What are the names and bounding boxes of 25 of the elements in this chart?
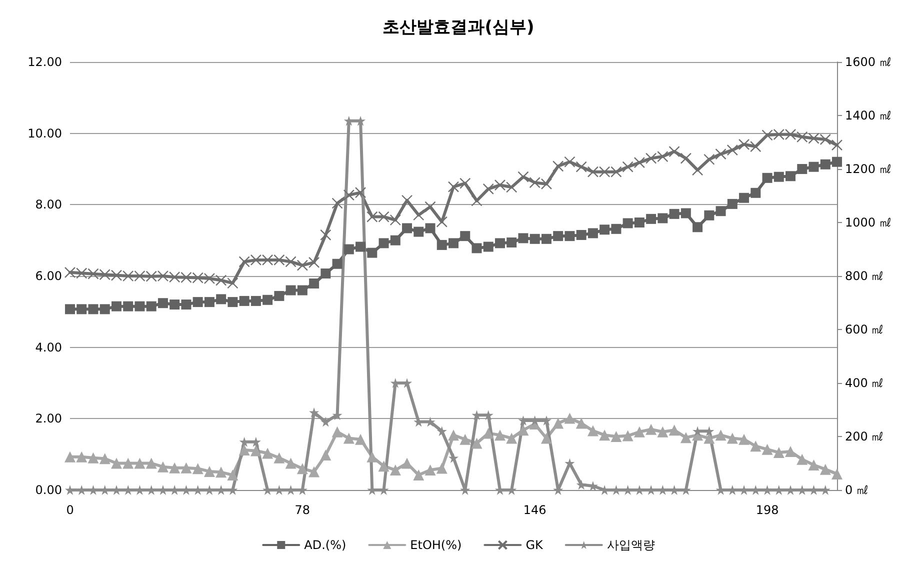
- y2-tick-label: 1200 ㎖: [845, 162, 892, 176]
- x-tick-label: 146: [523, 503, 546, 517]
- legend-label: AD.(%): [304, 538, 346, 552]
- legend-label: GK: [526, 538, 544, 552]
- y2-tick-label: 0 ㎖: [845, 483, 868, 497]
- y2-tick-label: 1600 ㎖: [845, 55, 892, 69]
- y2-tick-label: 400 ㎖: [845, 376, 884, 390]
- legend-label: EtOH(%): [410, 538, 462, 552]
- x-tick-label: 198: [756, 503, 779, 517]
- y2-tick-label: 1400 ㎖: [845, 108, 892, 122]
- y-tick-label: 0.00: [35, 483, 62, 497]
- y-tick-label: 6.00: [35, 269, 62, 283]
- x-tick-label: 0: [66, 503, 74, 517]
- y-tick-label: 10.00: [28, 126, 62, 140]
- y-tick-label: 4.00: [35, 340, 62, 354]
- y-tick-label: 2.00: [35, 412, 62, 426]
- y-tick-label: 8.00: [35, 198, 62, 212]
- y2-tick-label: 1000 ㎖: [845, 216, 892, 230]
- y2-tick-label: 200 ㎖: [845, 430, 884, 444]
- legend-label: 사입액량: [606, 538, 655, 552]
- y2-tick-label: 800 ㎖: [845, 269, 884, 283]
- chart-title: 초산발효결과(심부): [382, 18, 534, 38]
- y-tick-label: 12.00: [28, 55, 62, 69]
- y2-tick-label: 600 ㎖: [845, 322, 884, 336]
- x-tick-label: 78: [294, 503, 310, 517]
